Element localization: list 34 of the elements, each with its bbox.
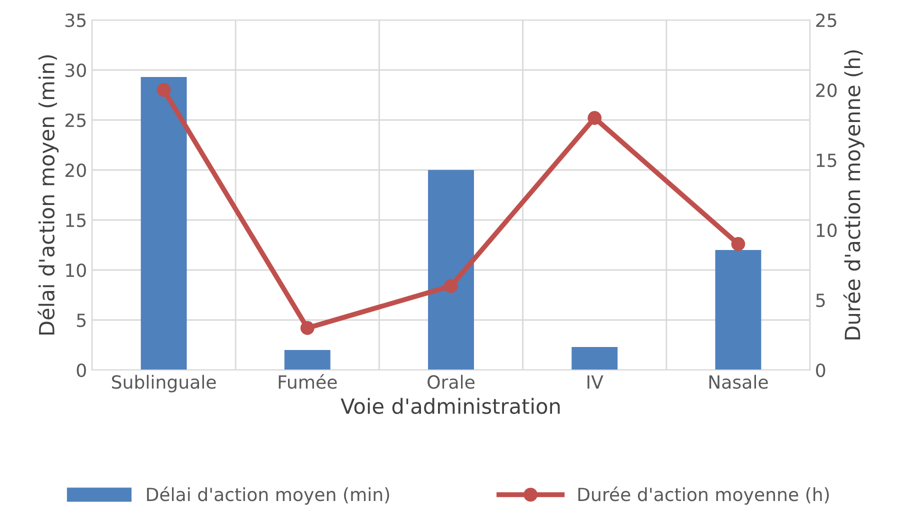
y-tick-label: 30: [66, 63, 86, 78]
x-tick-label: Fumée: [278, 374, 337, 389]
bar: [572, 347, 618, 370]
y-axis-title: Délai d'action moyen (min): [38, 55, 59, 334]
bar: [428, 170, 474, 370]
point: [300, 321, 314, 335]
y2-tick-label: 10: [816, 223, 837, 238]
y2-tick-label: 0: [816, 363, 826, 378]
y2-tick-label: 15: [816, 154, 836, 168]
point: [444, 279, 458, 293]
y-tick-label: 10: [66, 263, 86, 278]
y-tick-label: 0: [76, 363, 86, 378]
x-axis-title: Voie d'administration: [340, 398, 560, 414]
y2-tick-label: 20: [816, 83, 837, 98]
x-tick-label: IV: [588, 375, 604, 389]
bar: [140, 77, 187, 370]
y2-axis-title: Durée d'action moyenne (h): [843, 50, 864, 340]
legend-label: Durée d'action moyenne (h): [578, 486, 829, 505]
x-tick-label: Orale: [428, 374, 474, 389]
legend-label: Délai d'action moyen (min): [147, 486, 390, 505]
point: [156, 83, 171, 97]
y-tick-label: 25: [65, 113, 86, 128]
x-tick-label: Sublinguale: [112, 374, 216, 392]
y-tick-label: 35: [66, 13, 86, 28]
y-tick-label: 5: [77, 314, 86, 328]
point: [731, 237, 746, 251]
x-tick-label: Nasale: [709, 374, 768, 389]
bar: [284, 350, 330, 370]
y-tick-label: 15: [66, 214, 86, 228]
y-tick-label: 20: [65, 163, 86, 178]
bar: [715, 250, 762, 370]
y2-tick-label: 25: [816, 13, 836, 28]
point: [588, 111, 602, 125]
y2-tick-label: 5: [816, 294, 825, 308]
